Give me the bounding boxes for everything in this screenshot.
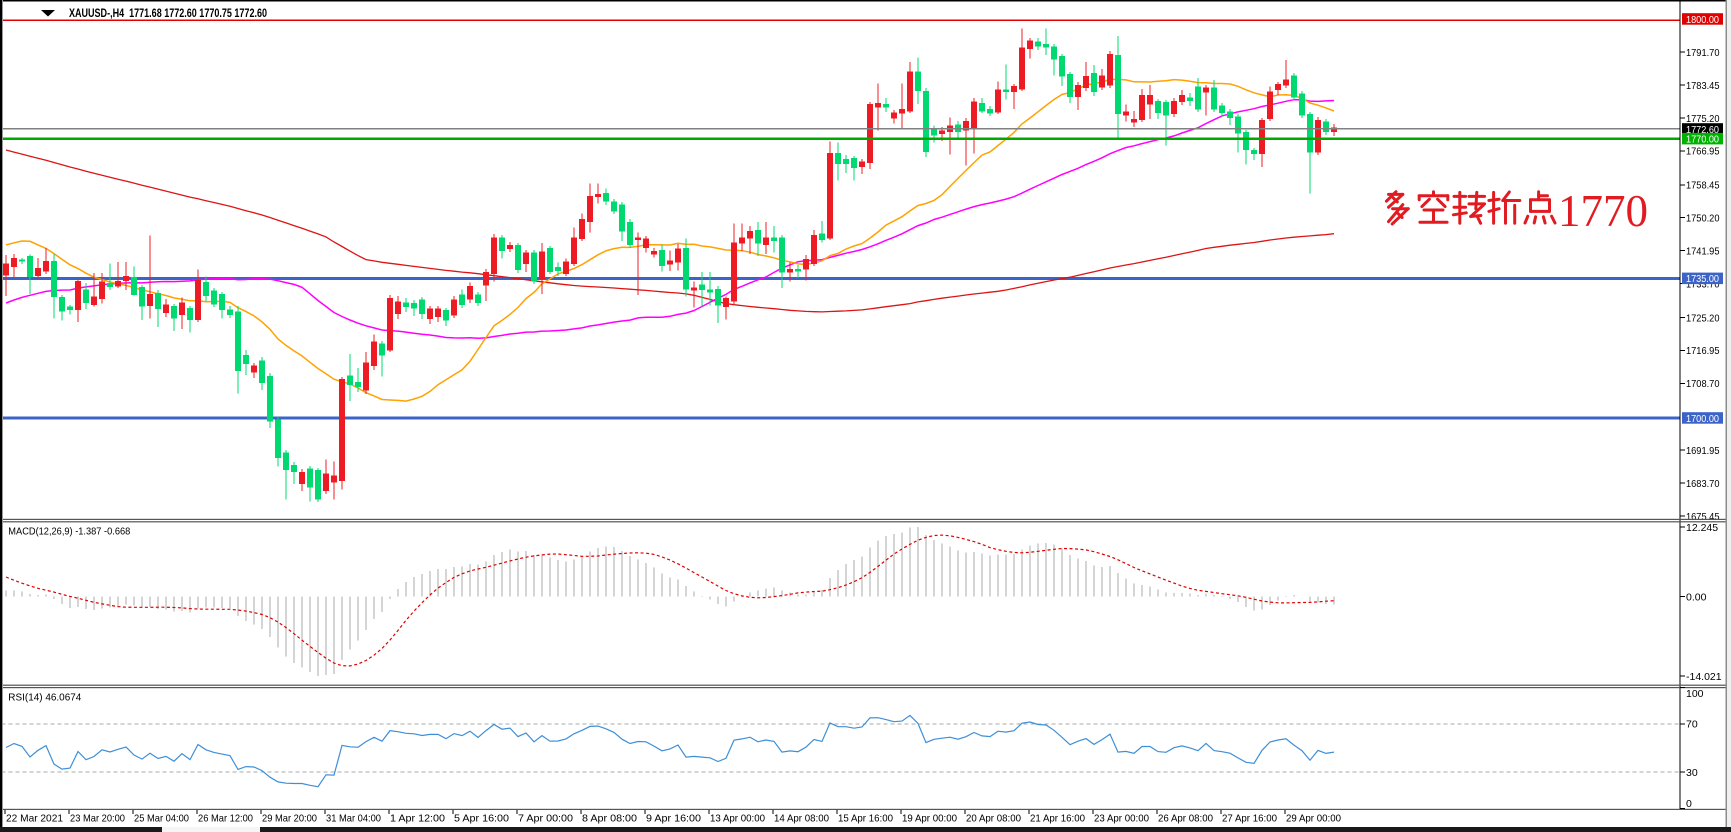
- svg-text:5 Apr 16:00: 5 Apr 16:00: [454, 813, 509, 825]
- svg-text:RSI(14) 46.0674: RSI(14) 46.0674: [8, 692, 81, 704]
- svg-text:0.00: 0.00: [1686, 591, 1707, 603]
- svg-text:100: 100: [1686, 688, 1704, 700]
- svg-text:1772.60: 1772.60: [1686, 124, 1719, 136]
- svg-text:30: 30: [1686, 767, 1698, 779]
- svg-text:1 Apr 12:00: 1 Apr 12:00: [390, 813, 445, 825]
- svg-text:1716.95: 1716.95: [1686, 345, 1720, 357]
- svg-text:1735.00: 1735.00: [1686, 273, 1719, 285]
- svg-text:XAUUSD-,H4 1771.68 1772.60 17: XAUUSD-,H4 1771.68 1772.60 1770.75 1772.…: [69, 6, 267, 20]
- svg-text:1770: 1770: [1558, 186, 1648, 236]
- svg-text:1770.00: 1770.00: [1686, 134, 1719, 146]
- svg-text:8 Apr 08:00: 8 Apr 08:00: [582, 813, 637, 825]
- svg-text:1741.95: 1741.95: [1686, 245, 1720, 257]
- svg-text:-14.021: -14.021: [1686, 671, 1722, 683]
- svg-text:1766.95: 1766.95: [1686, 146, 1720, 158]
- svg-text:1783.45: 1783.45: [1686, 80, 1720, 92]
- svg-text:1700.00: 1700.00: [1686, 413, 1719, 425]
- svg-text:1791.70: 1791.70: [1686, 47, 1720, 59]
- svg-text:23 Mar 20:00: 23 Mar 20:00: [70, 813, 125, 825]
- svg-text:14 Apr 08:00: 14 Apr 08:00: [774, 813, 829, 825]
- svg-text:1708.70: 1708.70: [1686, 378, 1720, 390]
- svg-text:31 Mar 04:00: 31 Mar 04:00: [326, 813, 381, 825]
- svg-text:MACD(12,26,9) -1.387 -0.668: MACD(12,26,9) -1.387 -0.668: [8, 526, 130, 538]
- svg-text:29 Apr 00:00: 29 Apr 00:00: [1286, 813, 1341, 825]
- svg-text:27 Apr 16:00: 27 Apr 16:00: [1222, 813, 1277, 825]
- svg-text:23 Apr 00:00: 23 Apr 00:00: [1094, 813, 1149, 825]
- svg-text:1691.95: 1691.95: [1686, 445, 1720, 457]
- svg-text:13 Apr 00:00: 13 Apr 00:00: [710, 813, 765, 825]
- svg-text:1758.45: 1758.45: [1686, 180, 1720, 192]
- svg-text:22 Mar 2021: 22 Mar 2021: [6, 813, 63, 825]
- svg-text:26 Mar 12:00: 26 Mar 12:00: [198, 813, 253, 825]
- svg-text:26 Apr 08:00: 26 Apr 08:00: [1158, 813, 1213, 825]
- svg-text:0: 0: [1686, 798, 1692, 810]
- svg-text:21 Apr 16:00: 21 Apr 16:00: [1030, 813, 1085, 825]
- svg-text:9 Apr 16:00: 9 Apr 16:00: [646, 813, 701, 825]
- svg-text:29 Mar 20:00: 29 Mar 20:00: [262, 813, 317, 825]
- svg-text:70: 70: [1686, 719, 1698, 731]
- svg-text:20 Apr 08:00: 20 Apr 08:00: [966, 813, 1021, 825]
- svg-text:1683.70: 1683.70: [1686, 478, 1720, 490]
- svg-text:1750.20: 1750.20: [1686, 213, 1720, 225]
- svg-text:25 Mar 04:00: 25 Mar 04:00: [134, 813, 189, 825]
- svg-text:19 Apr 00:00: 19 Apr 00:00: [902, 813, 957, 825]
- svg-text:1800.00: 1800.00: [1686, 14, 1719, 26]
- svg-text:15 Apr 16:00: 15 Apr 16:00: [838, 813, 893, 825]
- svg-text:12.245: 12.245: [1686, 522, 1718, 534]
- svg-text:1725.20: 1725.20: [1686, 312, 1720, 324]
- svg-text:7 Apr 00:00: 7 Apr 00:00: [518, 813, 573, 825]
- svg-text:1775.20: 1775.20: [1686, 113, 1720, 125]
